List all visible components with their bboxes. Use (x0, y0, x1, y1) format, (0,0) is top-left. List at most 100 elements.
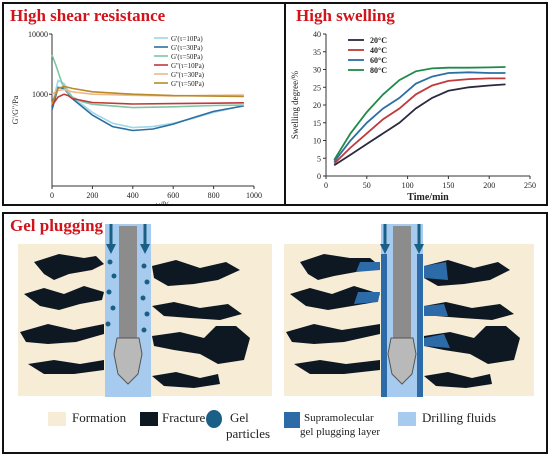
series-line (333, 77, 506, 165)
legend-label: G''(τ=50Pa) (171, 80, 205, 88)
fracture (34, 254, 104, 280)
gel-particle (106, 289, 112, 295)
x-tick-label: 600 (167, 191, 179, 200)
drill-pipe (393, 226, 411, 338)
x-axis-label: γ/% (155, 200, 170, 204)
flow-arrow-head (380, 244, 390, 254)
y-axis-label: G'/G"/Pa (11, 95, 20, 124)
x-tick-label: 0 (50, 191, 54, 200)
fracture (152, 260, 240, 286)
gel-particle (140, 295, 146, 301)
gel-particles (105, 259, 150, 333)
gel-particle (107, 259, 113, 265)
drill-pipe (119, 226, 137, 338)
legend-label: G'(τ=50Pa) (171, 53, 203, 61)
series-line (51, 85, 244, 104)
gel-plug-in-fracture (424, 262, 448, 280)
fracture (28, 360, 104, 374)
fracture-swatch (140, 412, 158, 426)
gel-plug-in-fracture (356, 262, 380, 272)
y-tick-label: 10 (313, 137, 321, 146)
gel-plugging-layer-left (381, 254, 387, 397)
y-tick-label: 5 (317, 154, 321, 163)
gel-particle (110, 305, 116, 311)
gel-layer-swatch (284, 412, 300, 428)
gel-plugging-title: Gel plugging (10, 216, 104, 235)
legend-supra-line1: Supramolecular (304, 412, 374, 424)
gel-particle (105, 321, 111, 327)
fracture (294, 360, 380, 374)
scene-before-plugging (18, 224, 272, 397)
drill-bit (113, 337, 143, 385)
flow-arrow-head (106, 244, 116, 254)
legend-label: G'(τ=30Pa) (171, 44, 203, 52)
legend-label: 20°C (370, 36, 387, 45)
legend-label: G'(τ=10Pa) (171, 35, 203, 43)
legend-gel-line2: particles (226, 426, 271, 441)
gel-particle (144, 311, 150, 317)
series-line (333, 71, 506, 163)
series-line (333, 83, 506, 167)
x-tick-label: 0 (324, 181, 328, 190)
series-line (51, 93, 244, 106)
fracture (152, 372, 220, 388)
x-axis-label: Time/min (407, 192, 449, 203)
gel-particle (141, 263, 147, 269)
gel-particle (111, 273, 117, 279)
x-tick-label: 400 (127, 191, 139, 200)
gel-particle (144, 279, 150, 285)
legend-fracture: Fracture (162, 410, 206, 425)
series-line (333, 66, 506, 161)
x-tick-label: 250 (524, 181, 536, 190)
legend-drilling-fluids: Drilling fluids (422, 410, 497, 425)
y-tick-label: 25 (313, 83, 321, 92)
x-tick-label: 800 (208, 191, 220, 200)
gel-plugging-layer-right (417, 254, 423, 397)
shear-title: High shear resistance (10, 6, 166, 25)
gel-plugging-panel: Gel plugging (2, 212, 548, 454)
x-tick-label: 1000 (246, 191, 262, 200)
fracture (152, 326, 250, 364)
y-tick-label: 0 (317, 172, 321, 181)
fracture (20, 324, 104, 344)
x-tick-label: 50 (363, 181, 371, 190)
shear-resistance-panel: High shear resistance 0 200 400 600 800 1000 1… (2, 2, 286, 206)
y-tick-label: 35 (313, 48, 321, 57)
x-tick-label: 100 (402, 181, 414, 190)
series-line (51, 86, 245, 132)
gel-plug-in-fracture (424, 334, 450, 348)
flow-arrow-head (414, 244, 424, 254)
drill-bit (387, 337, 417, 385)
swelling-chart: 0 50 100 150 200 250 0 5 10 15 20 25 30 35 40 Time/min S… (290, 30, 536, 203)
fracture (24, 286, 104, 310)
gel-plug-in-fracture (424, 304, 448, 316)
gel-particles-swatch (206, 410, 222, 428)
legend-label: 40°C (370, 46, 387, 55)
plugging-illustration (18, 224, 534, 428)
y-tick-label: 10000 (28, 30, 48, 39)
y-axis-label: Swelling degree/% (290, 70, 300, 139)
x-tick-label: 200 (483, 181, 495, 190)
y-tick-label: 15 (313, 119, 321, 128)
fracture (424, 326, 520, 364)
fracture (290, 286, 380, 310)
drilling-fluids-swatch (398, 412, 416, 426)
x-tick-label: 150 (442, 181, 454, 190)
legend-label: 80°C (370, 66, 387, 75)
y-tick-label: 1000 (32, 90, 48, 99)
y-tick-label: 20 (313, 101, 321, 110)
flow-arrow-head (140, 244, 150, 254)
y-tick-label: 40 (313, 30, 321, 39)
legend-formation: Formation (72, 410, 127, 425)
legend-label: G''(τ=30Pa) (171, 71, 205, 79)
series-line (51, 54, 244, 109)
legend-label: 60°C (370, 56, 387, 65)
x-tick-label: 200 (86, 191, 98, 200)
rheology-chart: 0 200 400 600 800 1000 10000 1000 γ/% G'/G"/Pa G'(… (11, 30, 262, 204)
fracture (152, 302, 242, 320)
fracture (286, 324, 380, 344)
fracture (424, 372, 492, 388)
legend-gel-line1: Gel (230, 410, 249, 425)
swelling-panel: High swelling 0 50 100 150 200 250 0 5 10 15 20 25 3… (284, 2, 548, 206)
fracture (300, 254, 380, 280)
